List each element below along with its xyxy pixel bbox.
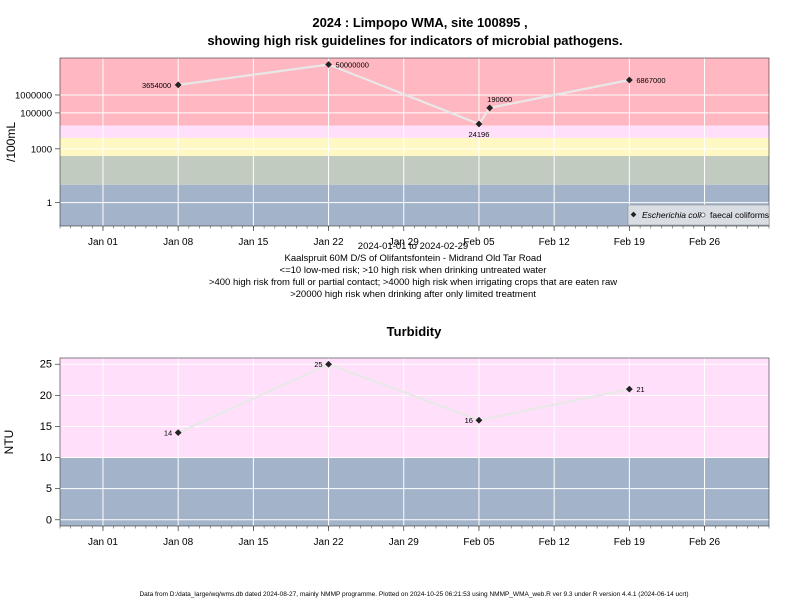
x-tick-label: Jan 22 <box>314 237 344 248</box>
legend-box <box>627 204 770 226</box>
y-tick-label: 15 <box>40 421 52 433</box>
data-label: 25 <box>314 360 322 369</box>
data-label: 6867000 <box>636 76 665 85</box>
data-point <box>486 104 494 112</box>
data-label: 16 <box>465 416 473 425</box>
data-label: 3654000 <box>142 81 171 90</box>
risk-band <box>60 138 769 156</box>
data-point <box>325 360 332 368</box>
y-tick-label: 1000000 <box>15 90 52 101</box>
x-tick-label: Feb 26 <box>689 537 721 548</box>
y-axis-label: NTU <box>2 430 16 455</box>
subtitle-guideline-1: <=10 low-med risk; >10 high risk when dr… <box>280 265 547 276</box>
subtitle-guideline-2: >400 high risk from full or partial cont… <box>209 277 617 288</box>
x-tick-label: Jan 08 <box>163 237 193 248</box>
y-tick-label: 5 <box>46 483 52 495</box>
x-tick-label: Feb 26 <box>689 237 721 248</box>
data-point <box>325 61 332 68</box>
subtitle-site: Kaalspruit 60M D/S of Olifantsfontein - … <box>285 253 542 264</box>
x-tick-label: Jan 22 <box>314 537 344 548</box>
x-tick-label: Jan 15 <box>238 237 268 248</box>
y-tick-label: 10 <box>40 452 52 464</box>
x-tick-label: Feb 19 <box>614 537 646 548</box>
x-tick-label: Feb 05 <box>463 237 495 248</box>
data-label: 14 <box>164 429 172 438</box>
footer-note: Data from D:/data_large/wq/wms.db dated … <box>139 591 688 598</box>
x-tick-label: Jan 01 <box>88 537 118 548</box>
y-tick-label: 100000 <box>20 108 52 119</box>
x-tick-label: Jan 01 <box>88 237 118 248</box>
data-label: 190000 <box>487 95 512 104</box>
y-tick-label: 0 <box>46 514 52 526</box>
turbidity-title: Turbidity <box>387 324 442 339</box>
risk-band <box>60 155 769 185</box>
x-tick-label: Jan 29 <box>389 237 419 248</box>
main-title-line1: 2024 : Limpopo WMA, site 100895 , <box>312 15 527 30</box>
legend-fc-marker <box>700 212 706 218</box>
data-label: 50000000 <box>336 60 369 69</box>
y-axis-label: /100mL <box>4 122 18 162</box>
data-point <box>174 81 182 89</box>
data-label: 21 <box>636 385 644 394</box>
series-layer: 3654000 50000000 24196 190000 6867000 <box>142 60 666 138</box>
y-tick-label: 1 <box>47 198 52 209</box>
x-tick-label: Feb 19 <box>614 237 646 248</box>
x-tick-label: Feb 12 <box>539 537 571 548</box>
data-point <box>174 429 182 437</box>
y-tick-label: 25 <box>40 359 52 371</box>
risk-bands <box>60 358 769 526</box>
risk-band <box>60 457 769 526</box>
x-axis: Jan 01 Jan 08 Jan 15 Jan 22 Jan 29 Feb 05 Feb … <box>59 226 770 248</box>
risk-band <box>60 125 769 139</box>
legend-fc-label: faecal coliforms <box>710 210 769 220</box>
x-tick-label: Jan 15 <box>238 537 268 548</box>
risk-band <box>60 358 769 458</box>
x-tick-label: Jan 29 <box>389 537 419 548</box>
y-tick-label: 20 <box>40 390 52 402</box>
legend-ecoli-marker <box>630 211 637 218</box>
y-axis: 0 5 10 15 20 25 <box>40 359 60 526</box>
x-axis: Jan 01 Jan 08 Jan 15 Jan 22 Jan 29 Feb 05 Feb … <box>59 526 770 548</box>
subtitle-guideline-3: >20000 high risk when drinking after onl… <box>290 289 536 300</box>
risk-band <box>60 58 769 126</box>
main-title-line2: showing high risk guidelines for indicat… <box>207 33 622 48</box>
data-point <box>625 76 633 84</box>
x-tick-label: Feb 05 <box>463 537 495 548</box>
x-tick-label: Feb 12 <box>539 237 571 248</box>
series-line <box>177 363 630 434</box>
legend-ecoli-label: Escherichia coli <box>642 210 702 220</box>
x-tick-label: Jan 08 <box>163 537 193 548</box>
legend: Escherichia coli faecal coliforms <box>627 204 770 226</box>
y-axis: 1 1000 100000 1000000 <box>15 90 60 209</box>
subtitle-block: 2024-01-01 to 2024-02-29 Kaalspruit 60M … <box>209 241 617 300</box>
y-tick-label: 1000 <box>31 144 52 155</box>
data-label: 24196 <box>469 130 490 139</box>
subtitle-date-range: 2024-01-01 to 2024-02-29 <box>358 241 468 252</box>
